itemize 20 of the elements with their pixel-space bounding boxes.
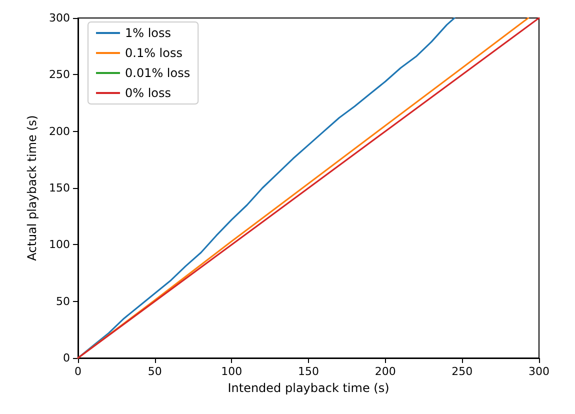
x-tick-label: 250 [452,365,473,378]
x-tick-label: 300 [528,365,550,378]
x-axis-title: Intended playback time (s) [228,381,390,395]
y-tick-label: 150 [49,182,70,194]
legend-label: 0.01% loss [125,66,190,80]
x-tick-label: 0 [74,365,82,378]
legend-label: 0% loss [125,86,172,100]
y-tick-label: 0 [63,352,70,364]
y-tick-label: 300 [49,12,70,24]
x-tick-label: 100 [221,365,242,378]
y-tick-label: 200 [49,124,70,138]
y-tick-label: 250 [49,68,70,82]
y-tick-label: 50 [56,294,70,308]
x-tick-label: 150 [298,365,319,378]
legend-label: 1% loss [125,26,172,40]
x-tick-label: 200 [374,365,396,378]
x-tick-label: 50 [148,365,162,378]
legend-label: 0.1% loss [125,46,182,60]
y-axis-title: Actual playback time (s) [25,115,39,261]
y-tick-label: 100 [49,238,70,252]
